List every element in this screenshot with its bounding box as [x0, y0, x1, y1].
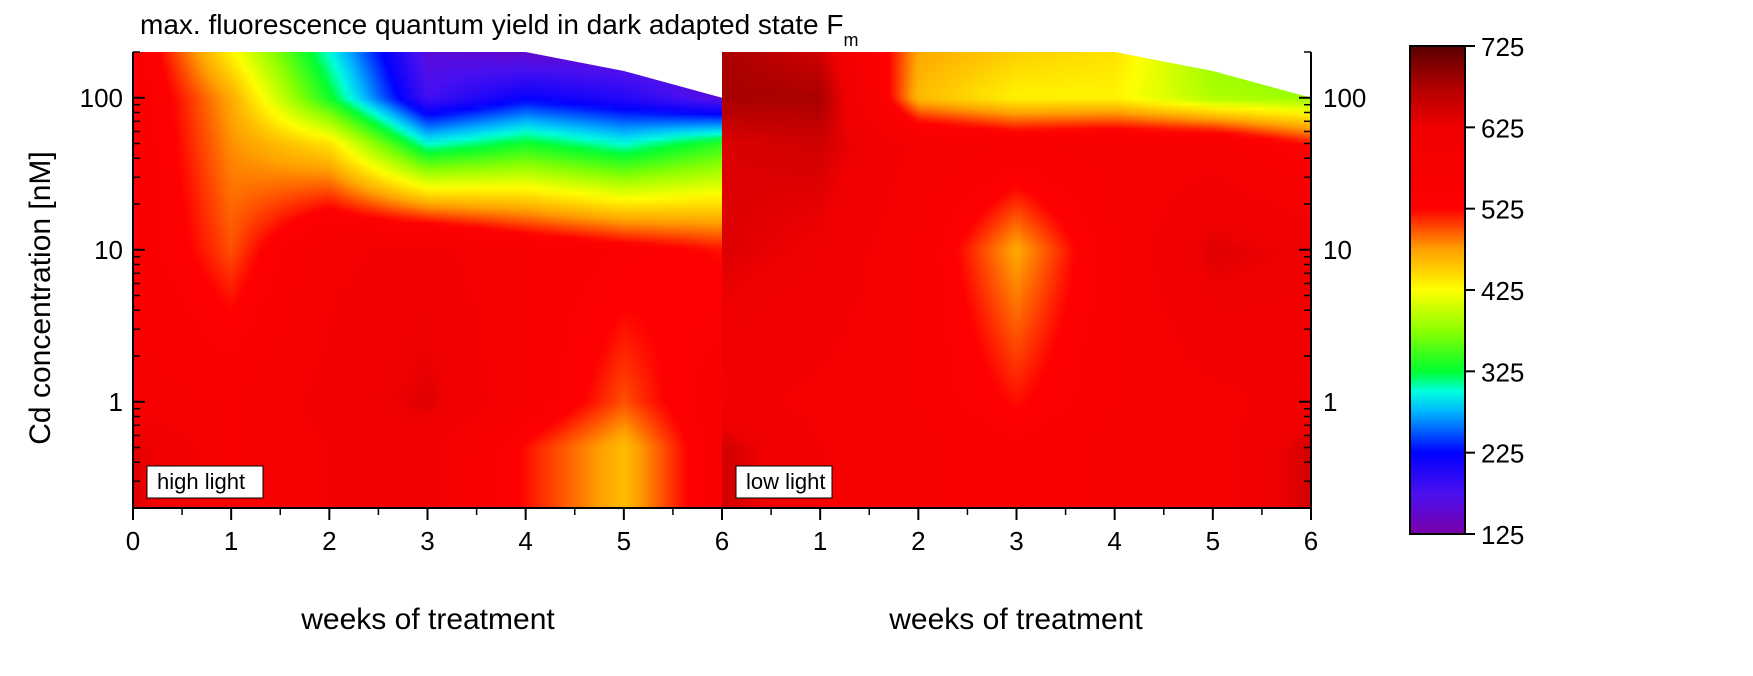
colorbar: 725 625 525 425 325 225 125 — [1409, 32, 1524, 550]
colorbar-tick-label: 225 — [1481, 439, 1524, 469]
panel-high-light: 0 1 2 3 4 5 6 1 10 100 high light — [80, 51, 729, 556]
panel-label: low light — [746, 469, 825, 494]
colorbar-tick-label: 625 — [1481, 113, 1524, 143]
y-tick-label: 1 — [1323, 387, 1337, 417]
colorbar-gradient — [1409, 45, 1466, 535]
y-axis-title: Cd concentration [nM] — [24, 151, 57, 444]
panel-label-box — [735, 465, 833, 499]
x-tick-label: 0 — [126, 526, 140, 556]
y-tick-label: 100 — [1323, 83, 1366, 113]
colorbar-tick-label: 425 — [1481, 276, 1524, 306]
panel-label: high light — [157, 469, 245, 494]
x-tick-label: 4 — [518, 526, 532, 556]
heatmap-low-light — [722, 52, 1311, 508]
x-tick-label: 6 — [1304, 526, 1318, 556]
x-tick-label: 5 — [617, 526, 631, 556]
x-axis-title-left: weeks of treatment — [300, 603, 555, 636]
no-data-mask — [1114, 52, 1311, 98]
colorbar-tick-label: 525 — [1481, 195, 1524, 225]
y-tick-label: 100 — [80, 83, 123, 113]
x-tick-label: 4 — [1107, 526, 1121, 556]
x-tick-label: 2 — [322, 526, 336, 556]
colorbar-tick-label: 125 — [1481, 520, 1524, 550]
colorbar-tick-label: 325 — [1481, 357, 1524, 387]
panel-label-box — [146, 465, 264, 499]
heatmap-high-light — [133, 52, 722, 508]
x-tick-label: 3 — [420, 526, 434, 556]
y-tick-label: 10 — [1323, 235, 1352, 265]
chart-title: max. fluorescence quantum yield in dark … — [140, 9, 859, 50]
x-tick-label: 6 — [715, 526, 729, 556]
chart-title-main: max. fluorescence quantum yield in dark … — [140, 9, 844, 40]
y-tick-label: 10 — [94, 235, 123, 265]
chart-title-subscript: m — [844, 30, 859, 50]
x-tick-label: 3 — [1009, 526, 1023, 556]
x-tick-label: 1 — [813, 526, 827, 556]
panel-low-light: 1 2 3 4 5 6 1 10 100 low light — [721, 51, 1366, 556]
colorbar-tick-label: 725 — [1481, 32, 1524, 62]
x-axis-title-right: weeks of treatment — [888, 603, 1143, 636]
x-tick-label: 5 — [1206, 526, 1220, 556]
x-tick-label: 2 — [911, 526, 925, 556]
no-data-mask — [525, 52, 722, 98]
x-tick-label: 1 — [224, 526, 238, 556]
y-tick-label: 1 — [109, 387, 123, 417]
